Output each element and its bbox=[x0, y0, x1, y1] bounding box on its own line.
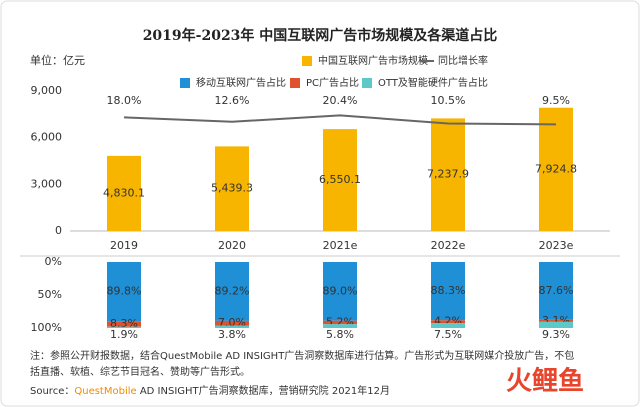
data-label: 7,237.9 bbox=[427, 168, 469, 181]
source-text: AD INSIGHT广告洞察数据库，营销研究院 2021年12月 bbox=[137, 384, 390, 397]
bar-segment bbox=[431, 262, 465, 321]
bar-segment bbox=[323, 262, 357, 321]
bar bbox=[431, 118, 465, 231]
x-tick-label: 2022e bbox=[431, 239, 466, 252]
bar-segment bbox=[431, 320, 465, 324]
data-label: 7.5% bbox=[434, 328, 462, 341]
bar-segment bbox=[539, 319, 573, 322]
data-label: 89.8% bbox=[107, 285, 142, 298]
y-tick-label: 0% bbox=[45, 255, 62, 268]
bar bbox=[215, 146, 249, 231]
data-label: 10.5% bbox=[431, 94, 466, 107]
data-label: 9.5% bbox=[542, 94, 570, 107]
legend-swatch bbox=[290, 78, 300, 88]
data-label: 3.8% bbox=[218, 328, 246, 341]
bar-segment bbox=[539, 321, 573, 328]
note-line: 括直播、软植、综艺节目冠名、赞助等广告形式。 bbox=[30, 365, 250, 378]
legend-label: PC广告占比 bbox=[306, 76, 359, 89]
data-label: 1.9% bbox=[110, 328, 138, 341]
legend-swatch bbox=[362, 78, 372, 88]
chart-title: 2019年-2023年 中国互联网广告市场规模及各渠道占比 bbox=[143, 27, 498, 44]
data-label: 88.3% bbox=[431, 284, 466, 297]
data-label: 7,924.8 bbox=[535, 162, 577, 175]
legend-swatch bbox=[180, 78, 190, 88]
legend-label: 同比增长率 bbox=[438, 54, 488, 67]
bar-segment bbox=[107, 326, 141, 328]
bar-segment bbox=[107, 321, 141, 327]
y-tick-label: 9,000 bbox=[31, 84, 63, 97]
note-line: 注：参照公开财报数据，结合QuestMobile AD INSIGHT广告洞察数… bbox=[30, 349, 574, 362]
bar bbox=[323, 129, 357, 231]
data-label: 20.4% bbox=[323, 94, 358, 107]
data-label: 9.3% bbox=[542, 328, 570, 341]
data-label: 87.6% bbox=[539, 284, 574, 297]
bar-segment bbox=[215, 320, 249, 326]
source-label: Source： bbox=[30, 386, 74, 397]
y-tick-label: 3,000 bbox=[31, 177, 63, 190]
legend-swatch bbox=[302, 56, 312, 66]
bar bbox=[107, 155, 141, 231]
y-tick-label: 100% bbox=[31, 321, 62, 334]
bar-segment bbox=[539, 262, 573, 320]
source-brand: QuestMobile bbox=[74, 386, 136, 397]
bar-segment bbox=[323, 324, 357, 328]
watermark: 火鲤鱼 bbox=[506, 367, 584, 397]
x-tick-label: 2020 bbox=[218, 239, 246, 252]
data-label: 5,439.3 bbox=[211, 182, 253, 195]
line bbox=[123, 114, 557, 126]
data-label: 6,550.1 bbox=[319, 173, 361, 186]
x-tick-label: 2021e bbox=[323, 239, 358, 252]
bar-segment bbox=[215, 325, 249, 328]
legend-label: OTT及智能硬件广告占比 bbox=[378, 76, 488, 89]
data-label: 18.0% bbox=[107, 94, 142, 107]
x-tick-label: 2023e bbox=[539, 239, 574, 252]
bar bbox=[539, 107, 573, 231]
data-label: 89.2% bbox=[215, 284, 250, 297]
data-label: 89.0% bbox=[323, 284, 358, 297]
x-tick-label: 2019 bbox=[110, 239, 138, 252]
y-tick-label: 50% bbox=[38, 288, 62, 301]
unit-label: 单位：亿元 bbox=[30, 53, 85, 67]
bar-segment bbox=[431, 323, 465, 328]
legend-label: 中国互联网广告市场规模 bbox=[318, 54, 428, 67]
bar-segment bbox=[323, 320, 357, 325]
bar-segment bbox=[107, 262, 141, 322]
y-tick-label: 0 bbox=[55, 224, 62, 237]
data-label: 12.6% bbox=[215, 94, 250, 107]
bar-segment bbox=[215, 262, 249, 321]
data-label: 5.8% bbox=[326, 328, 354, 341]
source: Source：QuestMobile AD INSIGHT广告洞察数据库，营销研… bbox=[30, 384, 390, 397]
y-tick-label: 6,000 bbox=[31, 131, 63, 144]
data-label: 4,830.1 bbox=[103, 186, 145, 199]
legend-label: 移动互联网广告占比 bbox=[196, 76, 286, 89]
